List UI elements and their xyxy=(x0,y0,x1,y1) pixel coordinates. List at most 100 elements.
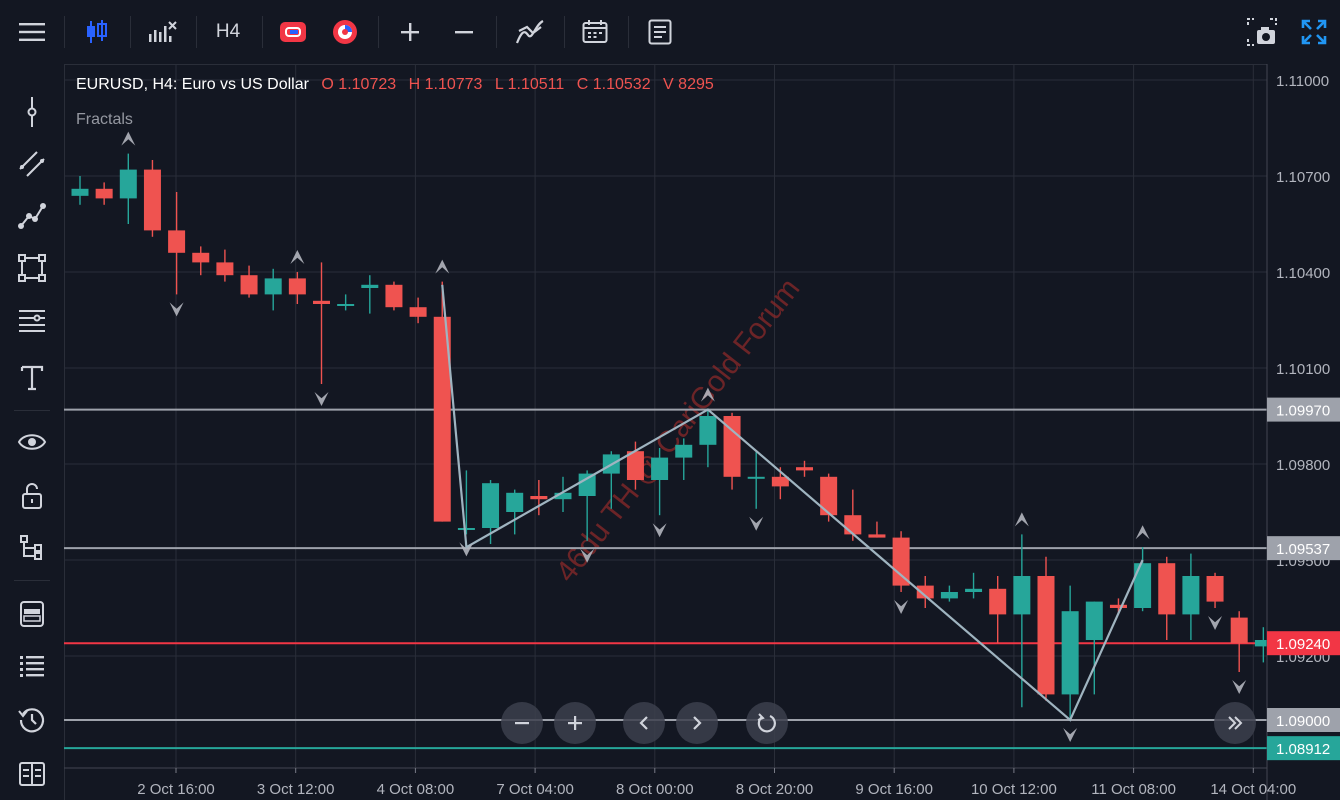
hamburger-icon[interactable] xyxy=(12,12,52,52)
candle-body xyxy=(506,492,524,512)
price-chart[interactable]: 46du TH @ CariGold Forum 1.11000 1.10700 1… xyxy=(64,64,1340,800)
time-tick-label: 4 Oct 08:00 xyxy=(377,781,455,798)
candle-body xyxy=(578,473,596,496)
go-to-latest-button[interactable] xyxy=(1214,702,1256,744)
fractal-down-arrow xyxy=(459,542,474,557)
candle xyxy=(168,192,186,295)
candle-body xyxy=(482,483,500,528)
scroll-left-button[interactable] xyxy=(623,702,665,744)
sidebar-separator xyxy=(14,410,50,411)
zigzag-line xyxy=(441,284,1144,722)
candle-body xyxy=(965,588,983,592)
candle xyxy=(796,460,813,477)
price-tick-label: 1.10400 xyxy=(1276,265,1330,282)
candle-body xyxy=(796,467,813,471)
text-icon[interactable] xyxy=(12,358,52,398)
strategy-icon[interactable] xyxy=(510,12,550,52)
history-icon[interactable] xyxy=(12,700,52,740)
top-toolbar: H4 xyxy=(0,0,1340,65)
candle-body xyxy=(1061,611,1079,695)
fractal-up-arrow xyxy=(121,131,136,146)
tree-icon[interactable] xyxy=(12,528,52,568)
camera-icon[interactable] xyxy=(1242,12,1282,52)
candle-body xyxy=(1182,576,1200,615)
timeframe-label: H4 xyxy=(215,21,241,42)
zoom-out-icon xyxy=(515,722,529,725)
candle xyxy=(385,281,403,311)
fractal-up-arrow xyxy=(1135,525,1150,540)
time-tick-label: 10 Oct 12:00 xyxy=(971,781,1057,798)
candle xyxy=(699,409,717,468)
lock-icon[interactable] xyxy=(12,476,52,516)
candle-body xyxy=(409,307,427,317)
candle xyxy=(989,576,1007,644)
notes-icon[interactable] xyxy=(640,12,680,52)
candlestick-icon[interactable] xyxy=(78,12,116,52)
scroll-right-button[interactable] xyxy=(676,702,718,744)
symbol-title[interactable]: EURUSD, H4: Euro vs US Dollar xyxy=(76,76,309,93)
reset-chart-button[interactable] xyxy=(746,702,788,744)
sidebar-separator xyxy=(14,580,50,581)
data-window-icon[interactable] xyxy=(12,754,52,794)
fullscreen-icon[interactable] xyxy=(1294,12,1334,52)
timeframe-button[interactable]: H4 xyxy=(206,12,250,52)
candle-body xyxy=(989,588,1007,615)
time-axis[interactable]: 2 Oct 16:00 3 Oct 12:00 4 Oct 08:00 7 Oct 0… xyxy=(64,767,1296,798)
compare-icon[interactable] xyxy=(274,12,312,52)
candle xyxy=(868,521,886,538)
price-tick-label: 1.10700 xyxy=(1276,169,1330,186)
fib-icon[interactable] xyxy=(12,300,52,340)
plus-icon[interactable] xyxy=(390,12,430,52)
zoom-in-button[interactable] xyxy=(554,702,596,744)
time-tick-label: 8 Oct 00:00 xyxy=(616,781,694,798)
candle xyxy=(892,531,910,592)
toolbar-separator xyxy=(496,16,497,48)
alert-icon[interactable] xyxy=(326,12,364,52)
object-list-icon[interactable] xyxy=(12,646,52,686)
candle-body xyxy=(168,230,186,253)
indicator-label[interactable]: Fractals xyxy=(76,111,133,128)
minus-icon[interactable] xyxy=(444,12,484,52)
candle xyxy=(1158,556,1176,640)
crosshair-icon[interactable] xyxy=(12,92,52,132)
price-line-label: 1.09000 xyxy=(1276,713,1330,730)
fractal-down-arrow xyxy=(169,302,184,317)
price-line-label-background xyxy=(1267,631,1340,656)
layers-icon[interactable] xyxy=(12,594,52,634)
candle xyxy=(965,572,983,599)
watermark: 46du TH @ CariGold Forum xyxy=(550,272,807,588)
candle xyxy=(361,275,379,314)
candle xyxy=(313,262,330,384)
zoom-in-icon xyxy=(568,716,582,730)
eye-icon[interactable] xyxy=(12,422,52,462)
calendar-icon[interactable] xyxy=(575,12,615,52)
zoom-out-button[interactable] xyxy=(501,702,543,744)
candle-body xyxy=(1085,601,1103,640)
candle-body xyxy=(868,534,886,538)
candle xyxy=(1182,553,1200,640)
price-axis[interactable]: 1.11000 1.10700 1.10400 1.10100 1.09800 1.095… xyxy=(1266,64,1340,800)
indicators-icon[interactable] xyxy=(142,12,182,52)
candle-body xyxy=(1254,640,1272,647)
price-tick-label: 1.11000 xyxy=(1276,73,1329,90)
toolbar-separator xyxy=(378,16,379,48)
candle xyxy=(723,412,741,490)
candle xyxy=(192,246,210,276)
candle-body xyxy=(1158,563,1176,615)
toolbar-separator xyxy=(196,16,197,48)
fractal-up-arrow xyxy=(290,250,305,264)
candle xyxy=(240,265,258,298)
candle-body xyxy=(771,476,789,487)
chevron-left-icon xyxy=(639,716,648,730)
candle xyxy=(675,438,693,480)
trend-line-icon[interactable] xyxy=(12,144,52,184)
drawing-toolbar xyxy=(0,64,65,800)
path-icon[interactable] xyxy=(12,196,52,236)
candle xyxy=(916,576,934,608)
candle-body xyxy=(554,492,572,500)
candle-body xyxy=(143,169,161,231)
rectangle-icon[interactable] xyxy=(12,248,52,288)
candle-body xyxy=(844,515,862,535)
candle xyxy=(1085,601,1103,695)
candle xyxy=(530,480,548,516)
